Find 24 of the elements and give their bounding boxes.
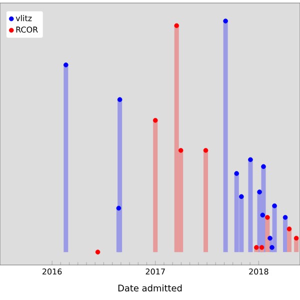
point: [286, 226, 292, 232]
point: [261, 164, 266, 169]
point: [203, 148, 208, 153]
point: [270, 245, 274, 250]
point: [152, 118, 158, 123]
point: [239, 194, 244, 200]
point: [178, 148, 184, 153]
point: [174, 23, 180, 28]
point: [272, 203, 277, 208]
point: [265, 215, 270, 220]
point: [257, 190, 262, 194]
point: [234, 171, 240, 176]
point: [223, 18, 228, 24]
point: [282, 215, 288, 220]
point: [254, 245, 259, 250]
x-axis-title: Date admitted: [118, 284, 182, 292]
point: [64, 62, 68, 68]
point: [117, 97, 122, 102]
point: [268, 236, 272, 241]
point: [259, 245, 264, 250]
point: [294, 236, 299, 241]
point: [248, 157, 253, 162]
point: [260, 212, 266, 218]
point: [116, 206, 122, 211]
